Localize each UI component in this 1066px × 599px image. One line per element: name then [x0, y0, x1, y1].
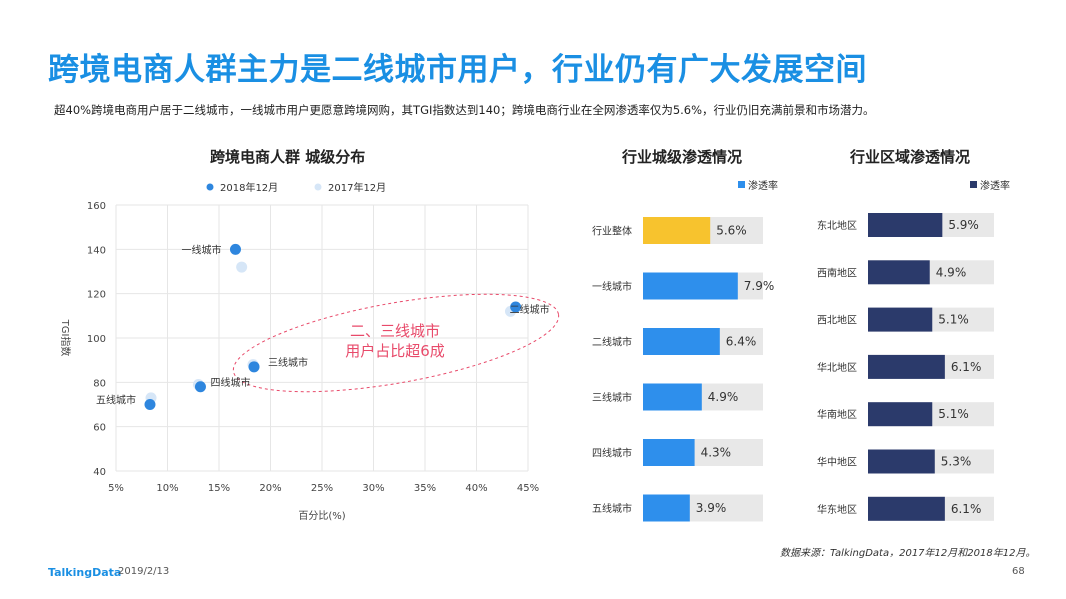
bar — [643, 328, 720, 355]
bar — [868, 354, 945, 379]
city-bar-chart-title: 行业城级渗透情况 — [622, 148, 743, 166]
bar-value-label: 6.1% — [951, 502, 982, 516]
x-tick-label: 10% — [156, 483, 178, 494]
point-label: 三线城市 — [268, 356, 308, 369]
bar — [643, 272, 738, 300]
y-tick-label: 80 — [93, 378, 106, 389]
bar-value-label: 6.1% — [951, 360, 982, 374]
legend-marker — [970, 181, 977, 188]
y-axis-label: TGI指数 — [59, 319, 72, 357]
data-point-2018 — [144, 399, 156, 410]
y-tick-label: 120 — [87, 290, 106, 301]
bar — [868, 213, 943, 237]
page-number: 68 — [1012, 566, 1025, 577]
legend-marker-2017 — [314, 183, 322, 191]
bar-value-label: 4.9% — [708, 390, 739, 404]
x-tick-label: 30% — [362, 483, 384, 494]
bar-category-label: 华北地区 — [817, 361, 857, 374]
legend-label-2018: 2018年12月 — [220, 181, 278, 194]
bar-category-label: 东北地区 — [817, 219, 857, 232]
data-point-2018 — [510, 301, 522, 313]
bar — [868, 260, 930, 285]
bar-value-label: 4.3% — [701, 446, 732, 460]
scatter-chart-title: 跨境电商人群 城级分布 — [210, 148, 366, 166]
bar — [868, 449, 935, 474]
point-label: 一线城市 — [181, 243, 221, 256]
bar-category-label: 二线城市 — [592, 336, 632, 349]
legend-label: 渗透率 — [748, 179, 778, 192]
annotation-ellipse — [232, 293, 560, 393]
y-tick-label: 100 — [87, 334, 106, 345]
bar — [868, 307, 933, 332]
x-tick-label: 25% — [311, 483, 333, 494]
x-tick-label: 15% — [208, 483, 230, 494]
bar-category-label: 华南地区 — [817, 408, 857, 421]
page-title: 跨境电商人群主力是二线城市用户，行业仍有广大发展空间 — [48, 52, 867, 88]
legend-marker — [738, 181, 745, 188]
bar-value-label: 5.6% — [716, 224, 747, 238]
point-label: 五线城市 — [96, 394, 136, 407]
x-tick-label: 40% — [465, 483, 487, 494]
legend-marker-2018 — [206, 183, 214, 191]
bar — [868, 496, 945, 521]
scatter-chart: 5% 10% 15% 20% 25% 30% 35% 40% 45% 40 60 80 100 120 14… — [59, 181, 560, 522]
x-axis-label: 百分比(%) — [298, 510, 345, 522]
data-point-2017 — [236, 261, 248, 273]
bar — [643, 494, 690, 522]
annotation-line-1: 二、三线城市 — [350, 322, 440, 340]
bar — [643, 217, 711, 244]
bar-category-label: 四线城市 — [592, 447, 632, 460]
point-label: 四线城市 — [210, 376, 250, 389]
annotation-line-2: 用户占比超6成 — [345, 342, 445, 360]
bar — [643, 439, 695, 466]
legend-label-2017: 2017年12月 — [328, 181, 386, 194]
y-tick-label: 40 — [93, 467, 106, 478]
y-tick-label: 60 — [93, 423, 106, 434]
bar-value-label: 4.9% — [936, 265, 967, 279]
y-tick-label: 140 — [87, 245, 106, 256]
region-bar-chart-title: 行业区域渗透情况 — [850, 148, 971, 166]
x-tick-label: 45% — [517, 483, 539, 494]
bar — [868, 402, 933, 427]
talkingdata-logo: TalkingData — [48, 566, 122, 579]
data-point-2018 — [248, 361, 260, 373]
bar-value-label: 5.3% — [941, 455, 972, 469]
x-tick-label: 20% — [259, 483, 281, 494]
bar-category-label: 五线城市 — [592, 502, 632, 515]
bar-category-label: 西南地区 — [817, 266, 857, 279]
footer-date: 2019/2/13 — [118, 566, 170, 577]
bar-value-label: 5.1% — [938, 407, 969, 421]
bar-value-label: 5.9% — [948, 218, 979, 232]
y-tick-label: 160 — [87, 201, 106, 212]
data-source-note: 数据来源：TalkingData，2017年12月和2018年12月。 — [780, 548, 1036, 559]
bar-category-label: 西北地区 — [817, 314, 857, 327]
data-point-2018 — [194, 381, 206, 393]
bar-value-label: 3.9% — [696, 501, 727, 515]
bar-value-label: 6.4% — [726, 335, 757, 349]
bar-category-label: 三线城市 — [592, 391, 632, 404]
bar-category-label: 一线城市 — [592, 280, 632, 293]
x-tick-label: 35% — [414, 483, 436, 494]
bar-category-label: 华中地区 — [817, 456, 857, 469]
bar-category-label: 行业整体 — [592, 225, 632, 238]
page-subtitle: 超40%跨境电商用户居于二线城市，一线城市用户更愿意跨境网购，其TGI指数达到1… — [54, 103, 875, 117]
x-tick-label: 5% — [108, 483, 124, 494]
bar — [643, 383, 702, 411]
bar-category-label: 华东地区 — [817, 503, 857, 516]
bar-value-label: 5.1% — [938, 313, 969, 327]
data-point-2018 — [229, 243, 241, 255]
point-label: 二线城市 — [510, 303, 550, 316]
bar-value-label: 7.9% — [744, 279, 775, 293]
legend-label: 渗透率 — [980, 179, 1010, 192]
